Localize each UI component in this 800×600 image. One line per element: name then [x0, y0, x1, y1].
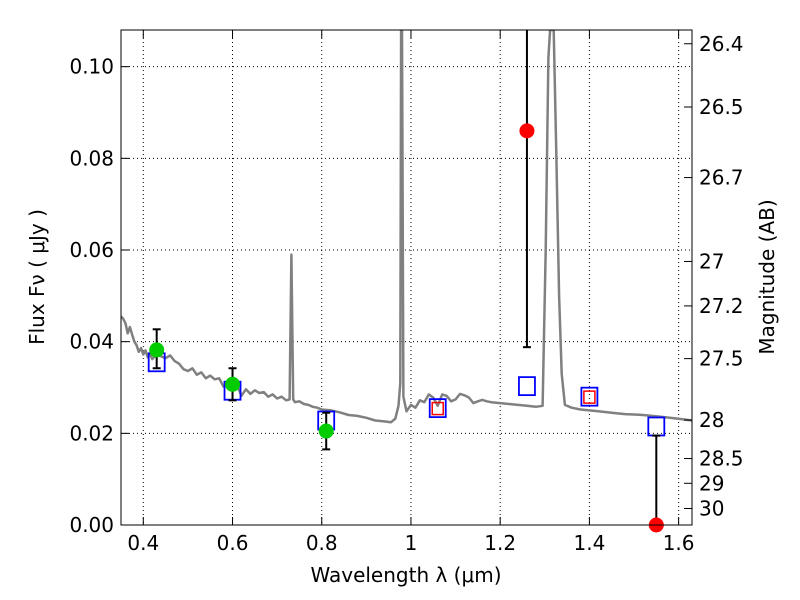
x-axis-label: Wavelength λ (μm)	[310, 563, 501, 587]
photometry-point	[149, 342, 165, 358]
x-tick-label: 0.6	[217, 531, 249, 555]
y-tick-label: 0.08	[69, 146, 114, 170]
data-layer	[121, 30, 692, 424]
x-tick-label: 0.8	[306, 531, 338, 555]
ticks: 0.4 0.6 0.8 1 1.2 1.4 1.6 0.00 0.02 0.04 0.06 0.08 0…	[69, 30, 744, 555]
plot-frame	[120, 29, 693, 526]
upper-limit-square	[431, 401, 444, 416]
y-tick-label: 0.10	[69, 55, 114, 79]
y2-tick-label: 29	[699, 471, 724, 495]
photometry-point	[318, 423, 334, 439]
model-photometry-square	[428, 398, 447, 419]
grid	[121, 30, 692, 526]
y-tick-label: 0.00	[69, 513, 114, 537]
y2-tick-label: 28.5	[699, 447, 744, 471]
y-axis-label: Flux Fν ( μJy )	[25, 209, 49, 345]
y2-axis-label: Magnitude (AB)	[755, 199, 779, 354]
y-tick-label: 0.06	[69, 238, 114, 262]
y2-tick-label: 27.2	[699, 294, 744, 318]
spectrum-line	[121, 30, 692, 424]
upper-limit-square	[583, 390, 596, 404]
y2-tick-label: 26.4	[699, 32, 744, 56]
x-tick-label: 1.6	[663, 531, 695, 555]
y2-tick-label: 30	[699, 497, 724, 521]
plot-background	[121, 30, 692, 525]
marker-layer	[147, 30, 666, 533]
model-photometry-square	[580, 386, 599, 407]
y2-tick-label: 28	[699, 408, 724, 432]
x-tick-label: 1	[405, 531, 418, 555]
x-tick-label: 1.2	[484, 531, 516, 555]
y-tick-label: 0.02	[69, 421, 114, 445]
y2-tick-label: 26.5	[699, 95, 744, 119]
y2-tick-label: 27	[699, 249, 724, 273]
x-tick-label: 0.4	[127, 531, 159, 555]
photometry-point	[225, 376, 241, 392]
model-photometry-square	[518, 376, 536, 397]
x-tick-label: 1.4	[573, 531, 605, 555]
photometry-point	[519, 123, 535, 139]
y-tick-label: 0.04	[69, 330, 114, 354]
y2-tick-label: 26.7	[699, 166, 744, 190]
y2-tick-label: 27.5	[699, 347, 744, 371]
